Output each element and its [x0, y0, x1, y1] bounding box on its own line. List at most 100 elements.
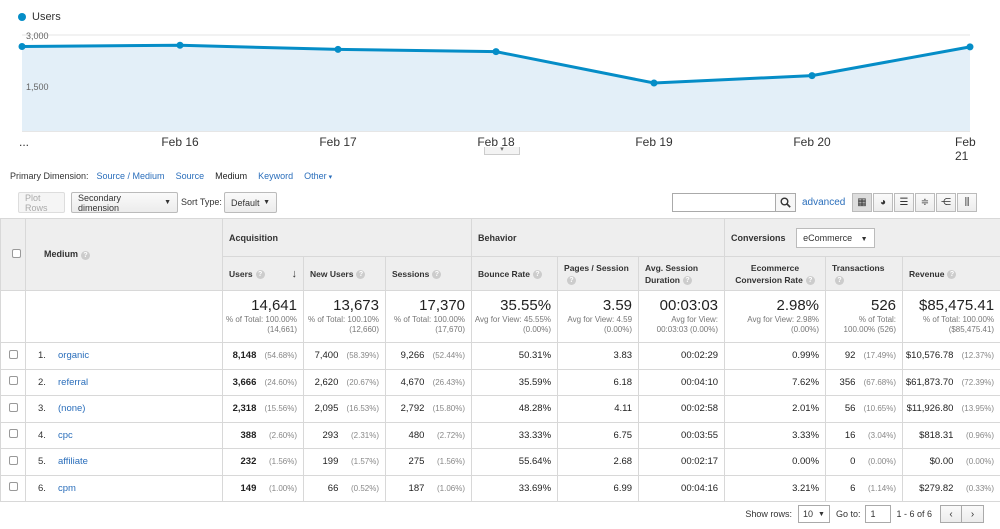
- table-row[interactable]: 4. cpc 388 (2.60%) 293 (2.31%) 480 (2.72%) 33…: [0, 421, 1000, 449]
- row-rank: 2.: [38, 376, 46, 388]
- medium-link[interactable]: (none): [58, 403, 86, 415]
- view-comparison-button[interactable]: ≑: [915, 193, 935, 212]
- avg-session-duration-cell-value: 00:03:55: [681, 429, 719, 441]
- totals-label-cell: [25, 290, 223, 343]
- data-point-users: [176, 41, 184, 49]
- table-search-input[interactable]: [672, 193, 776, 212]
- goto-input[interactable]: 1: [865, 505, 892, 523]
- sessions-cell-percent: (52.44%): [432, 351, 466, 361]
- avg-session-duration-column-header[interactable]: Avg. Session Duration?: [638, 256, 726, 291]
- transactions-cell-percent: (67.68%): [863, 377, 897, 387]
- plot-rows-button[interactable]: Plot Rows: [18, 192, 65, 213]
- next-page-button[interactable]: ›: [962, 505, 984, 523]
- dimension-other-dropdown[interactable]: Other ▾: [304, 171, 332, 181]
- help-icon[interactable]: ?: [81, 250, 91, 260]
- secondary-dimension-dropdown[interactable]: Secondary dimension ▼: [71, 192, 178, 213]
- view-performance-button[interactable]: ☰: [894, 193, 914, 212]
- view-pie-button[interactable]: ◕: [873, 193, 893, 212]
- dimension-keyword[interactable]: Keyword: [258, 171, 294, 181]
- help-icon[interactable]: ?: [947, 269, 957, 279]
- view-table-button[interactable]: ▦: [852, 193, 872, 212]
- sort-type-dropdown[interactable]: Default ▼: [224, 192, 277, 213]
- medium-cell: 6. cpm: [25, 474, 223, 502]
- table-row[interactable]: 5. affiliate 232 (1.56%) 199 (1.57%) 275 (1.…: [0, 448, 1000, 476]
- data-point-users: [650, 79, 658, 87]
- x-tick-label: Feb 21: [955, 135, 976, 163]
- row-checkbox-cell: [0, 448, 26, 476]
- row-checkbox[interactable]: [8, 482, 18, 492]
- help-icon[interactable]: ?: [255, 269, 265, 279]
- users-column-header[interactable]: Users? ↓: [222, 256, 304, 291]
- table-row[interactable]: 1. organic 8,148 (54.68%) 7,400 (58.39%) 9,2…: [0, 342, 1000, 370]
- help-icon[interactable]: ?: [805, 275, 815, 285]
- pages-session-cell-value: 3.83: [613, 350, 633, 362]
- medium-column-header[interactable]: Medium?: [25, 218, 223, 291]
- dimension-source-medium[interactable]: Source / Medium: [96, 171, 165, 181]
- sort-descending-icon: ↓: [291, 267, 298, 280]
- sort-type-value: Default: [231, 197, 260, 208]
- pages-session-cell: 6.18: [557, 368, 640, 396]
- medium-link[interactable]: cpm: [58, 482, 76, 494]
- help-icon[interactable]: ?: [567, 275, 577, 285]
- revenue-cell: $279.82 (0.33%): [902, 474, 1000, 502]
- show-rows-select[interactable]: 10 ▼: [797, 505, 830, 523]
- ecommerce-conversion-rate-cell: 3.33%: [724, 421, 827, 449]
- sessions-header-label: Sessions: [392, 268, 430, 279]
- chart-collapse-handle[interactable]: ▾: [484, 146, 520, 155]
- medium-link[interactable]: referral: [58, 376, 89, 388]
- table-row[interactable]: 6. cpm 149 (1.00%) 66 (0.52%) 187 (1.06%) 33.…: [0, 474, 1000, 502]
- bounce-rate-column-header[interactable]: Bounce Rate?: [471, 256, 559, 291]
- transactions-column-header[interactable]: Transactions?: [825, 256, 904, 291]
- help-icon[interactable]: ?: [432, 269, 442, 279]
- total-revenue: $85,475.41% of Total: 100.00% ($85,475.4…: [902, 290, 1000, 343]
- medium-link[interactable]: organic: [58, 350, 90, 362]
- total-transactions: 526% of Total: 100.00% (526): [825, 290, 904, 343]
- pages-session-column-header[interactable]: Pages / Session?: [557, 256, 640, 291]
- pages-session-header-label: Pages / Session: [564, 262, 629, 273]
- row-rank: 3.: [38, 403, 46, 415]
- table-header-groups: Medium? Acquisition Behavior Conversions…: [0, 218, 1000, 291]
- sessions-cell: 4,670 (26.43%): [384, 368, 473, 396]
- help-icon[interactable]: ?: [682, 275, 692, 285]
- bounce-rate-cell: 33.33%: [471, 421, 559, 449]
- view-pivot-button[interactable]: ⫼: [957, 193, 977, 212]
- bounce-rate-cell-value: 50.31%: [518, 350, 552, 362]
- dimension-source[interactable]: Source: [175, 171, 205, 181]
- revenue-column-header[interactable]: Revenue?: [902, 256, 1000, 291]
- help-icon[interactable]: ?: [533, 269, 542, 279]
- row-checkbox[interactable]: [8, 376, 18, 386]
- ecommerce-conversion-rate-column-header[interactable]: Ecommerce Conversion Rate?: [724, 256, 827, 291]
- medium-link[interactable]: affiliate: [58, 456, 88, 468]
- revenue-header-label: Revenue: [909, 268, 945, 279]
- total-value: 14,641: [251, 297, 297, 314]
- users-cell-value: 8,148: [232, 350, 257, 362]
- row-checkbox[interactable]: [8, 429, 18, 439]
- help-icon[interactable]: ?: [356, 269, 366, 279]
- ecommerce-conversion-rate-cell: 0.99%: [724, 342, 827, 370]
- new-users-column-header[interactable]: New Users?: [303, 256, 386, 291]
- totals-checkbox-cell: [0, 290, 26, 343]
- row-checkbox[interactable]: [8, 402, 18, 412]
- search-button[interactable]: [776, 193, 796, 212]
- medium-cell: 2. referral: [25, 368, 223, 396]
- row-checkbox[interactable]: [8, 349, 18, 359]
- medium-link[interactable]: cpc: [58, 429, 73, 441]
- new-users-cell: 199 (1.57%): [303, 448, 386, 476]
- advanced-filter-link[interactable]: advanced: [802, 197, 846, 208]
- select-all-checkbox[interactable]: [11, 249, 21, 258]
- chart-legend[interactable]: Users: [18, 11, 61, 23]
- term-cloud-icon: ⋲: [941, 197, 951, 208]
- table-row[interactable]: 3. (none) 2,318 (15.56%) 2,095 (16.53%) 2,79…: [0, 395, 1000, 423]
- avg-session-duration-cell-value: 00:02:17: [681, 456, 719, 468]
- revenue-cell: $818.31 (0.96%): [902, 421, 1000, 449]
- medium-cell: 4. cpc: [25, 421, 223, 449]
- goto-label: Go to:: [835, 509, 861, 519]
- view-term-cloud-button[interactable]: ⋲: [936, 193, 956, 212]
- transactions-cell-percent: (17.49%): [863, 351, 897, 361]
- row-checkbox[interactable]: [8, 455, 18, 465]
- conversions-dropdown[interactable]: eCommerce ▼: [796, 227, 875, 248]
- help-icon[interactable]: ?: [835, 275, 845, 285]
- sessions-column-header[interactable]: Sessions?: [384, 256, 473, 291]
- previous-page-button[interactable]: ‹: [940, 505, 962, 523]
- table-row[interactable]: 2. referral 3,666 (24.60%) 2,620 (20.67%) 4,…: [0, 368, 1000, 396]
